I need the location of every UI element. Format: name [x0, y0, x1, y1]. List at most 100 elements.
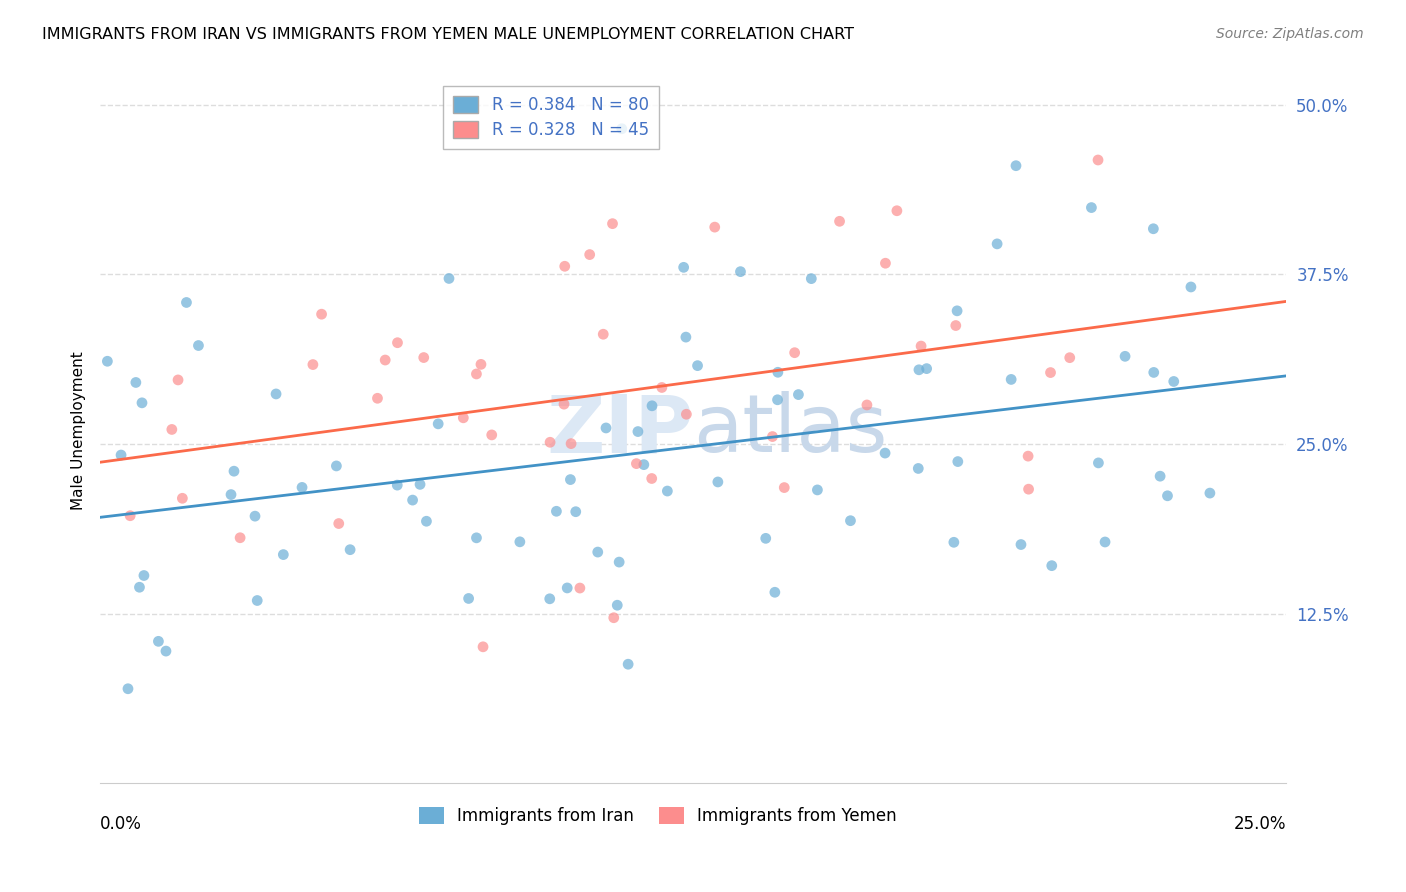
- Point: [1114, 349, 1136, 363]
- Point: [246, 593, 269, 607]
- Point: [592, 327, 614, 342]
- Point: [1163, 375, 1185, 389]
- Point: [187, 338, 209, 352]
- Text: IMMIGRANTS FROM IRAN VS IMMIGRANTS FROM YEMEN MALE UNEMPLOYMENT CORRELATION CHAR: IMMIGRANTS FROM IRAN VS IMMIGRANTS FROM …: [42, 27, 855, 42]
- Point: [472, 640, 495, 654]
- Point: [564, 505, 586, 519]
- Point: [761, 429, 783, 443]
- Point: [560, 473, 582, 487]
- Point: [875, 256, 897, 270]
- Point: [219, 487, 242, 501]
- Point: [1094, 535, 1116, 549]
- Point: [427, 417, 450, 431]
- Point: [1080, 201, 1102, 215]
- Point: [568, 581, 591, 595]
- Point: [908, 363, 931, 377]
- Point: [1018, 482, 1040, 496]
- Point: [470, 357, 492, 371]
- Point: [366, 391, 388, 405]
- Point: [907, 461, 929, 475]
- Point: [602, 217, 624, 231]
- Point: [481, 428, 503, 442]
- Point: [633, 458, 655, 472]
- Point: [707, 475, 730, 489]
- Point: [546, 504, 568, 518]
- Point: [401, 493, 423, 508]
- Point: [465, 367, 488, 381]
- Point: [415, 514, 437, 528]
- Point: [125, 376, 148, 390]
- Point: [117, 681, 139, 696]
- Text: ZIP: ZIP: [546, 392, 693, 469]
- Point: [641, 471, 664, 485]
- Point: [839, 514, 862, 528]
- Point: [942, 535, 965, 549]
- Point: [554, 260, 576, 274]
- Point: [886, 203, 908, 218]
- Point: [773, 481, 796, 495]
- Point: [586, 545, 609, 559]
- Point: [273, 548, 295, 562]
- Point: [229, 531, 252, 545]
- Point: [1142, 221, 1164, 235]
- Point: [783, 345, 806, 359]
- Point: [96, 354, 118, 368]
- Point: [132, 568, 155, 582]
- Point: [875, 446, 897, 460]
- Point: [606, 598, 628, 612]
- Point: [409, 477, 432, 491]
- Point: [730, 265, 752, 279]
- Point: [828, 214, 851, 228]
- Point: [302, 358, 325, 372]
- Point: [264, 387, 287, 401]
- Point: [675, 330, 697, 344]
- Text: 25.0%: 25.0%: [1234, 815, 1286, 833]
- Point: [617, 657, 640, 672]
- Point: [800, 271, 823, 285]
- Point: [787, 387, 810, 401]
- Point: [387, 478, 409, 492]
- Point: [291, 480, 314, 494]
- Point: [412, 351, 434, 365]
- Point: [1199, 486, 1222, 500]
- Point: [553, 397, 575, 411]
- Point: [339, 542, 361, 557]
- Point: [1156, 489, 1178, 503]
- Point: [856, 398, 879, 412]
- Point: [603, 611, 626, 625]
- Point: [946, 303, 969, 318]
- Point: [986, 236, 1008, 251]
- Point: [675, 407, 697, 421]
- Point: [172, 491, 194, 506]
- Point: [1087, 153, 1109, 167]
- Point: [110, 448, 132, 462]
- Point: [595, 421, 617, 435]
- Point: [160, 422, 183, 436]
- Point: [555, 581, 578, 595]
- Point: [1143, 366, 1166, 380]
- Point: [755, 532, 778, 546]
- Point: [1000, 372, 1022, 386]
- Point: [1040, 558, 1063, 573]
- Text: Source: ZipAtlas.com: Source: ZipAtlas.com: [1216, 27, 1364, 41]
- Point: [703, 220, 725, 235]
- Point: [686, 359, 709, 373]
- Point: [538, 435, 561, 450]
- Point: [538, 591, 561, 606]
- Point: [766, 392, 789, 407]
- Point: [1087, 456, 1109, 470]
- Point: [128, 580, 150, 594]
- Point: [1059, 351, 1081, 365]
- Point: [328, 516, 350, 531]
- Point: [148, 634, 170, 648]
- Point: [325, 458, 347, 473]
- Point: [457, 591, 479, 606]
- Point: [763, 585, 786, 599]
- Point: [946, 454, 969, 468]
- Point: [120, 508, 142, 523]
- Point: [910, 339, 932, 353]
- Point: [387, 335, 409, 350]
- Point: [578, 247, 600, 261]
- Legend: Immigrants from Iran, Immigrants from Yemen: Immigrants from Iran, Immigrants from Ye…: [412, 800, 904, 831]
- Point: [607, 555, 630, 569]
